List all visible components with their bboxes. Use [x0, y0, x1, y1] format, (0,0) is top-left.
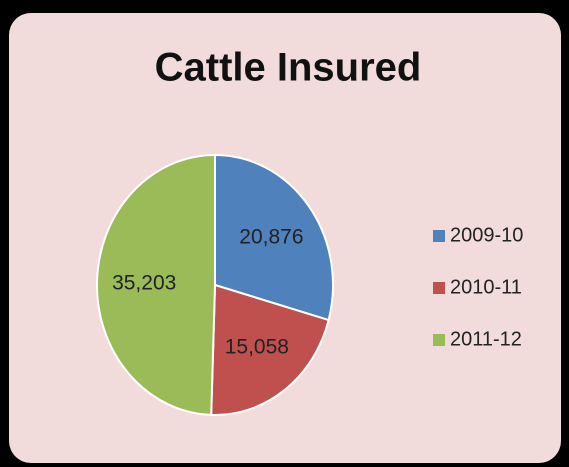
legend-label: 2011-12	[450, 328, 522, 350]
data-label: 20,876	[239, 225, 303, 248]
pie-slice	[210, 283, 330, 416]
data-label: 15,058	[225, 335, 289, 358]
legend-swatch	[433, 282, 445, 294]
chart-title: Cattle Insured	[155, 46, 422, 90]
data-label: 35,203	[112, 271, 176, 294]
legend-label: 2009-10	[450, 224, 523, 246]
legend-label: 2010-11	[450, 276, 522, 298]
legend-swatch	[433, 334, 445, 346]
pie-slice	[96, 153, 216, 416]
legend-swatch	[433, 230, 445, 242]
pie-slice	[214, 153, 334, 322]
